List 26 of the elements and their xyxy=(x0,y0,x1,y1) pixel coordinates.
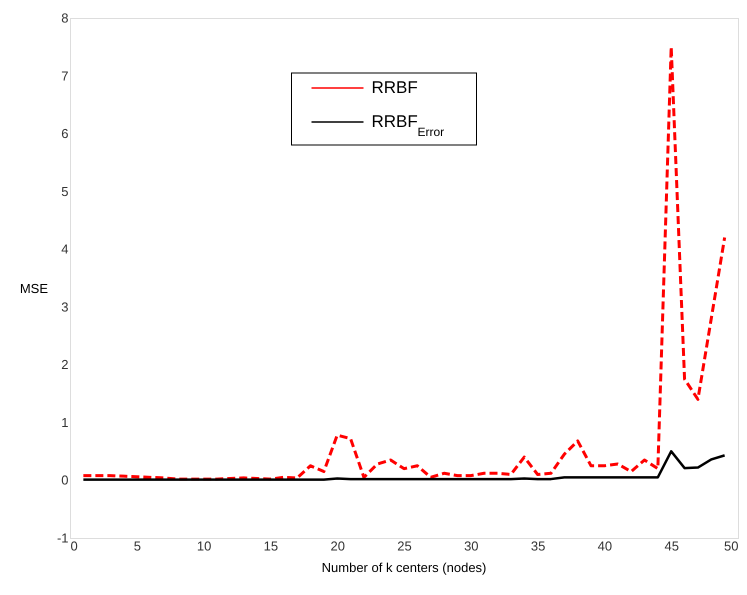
y-tick-label: 1 xyxy=(61,414,68,430)
x-tick-label: 20 xyxy=(330,538,345,554)
x-tick-label: 25 xyxy=(397,538,412,554)
legend-label: RRBF xyxy=(372,78,418,97)
x-tick-label: 45 xyxy=(664,538,679,554)
x-tick-label: 50 xyxy=(724,538,738,554)
y-tick-label: 2 xyxy=(61,357,68,372)
y-tick-label: 4 xyxy=(61,242,68,257)
y-tick-label: -1 xyxy=(56,530,68,546)
y-tick-label: 3 xyxy=(61,299,68,314)
line-series xyxy=(82,450,726,481)
y-axis-title: MSE xyxy=(20,281,48,296)
y-tick-label: 6 xyxy=(61,126,68,142)
x-tick-label: 30 xyxy=(464,538,479,554)
x-tick-label: 40 xyxy=(598,538,612,554)
x-axis-title: Number of k centers (nodes) xyxy=(322,560,486,575)
x-tick-label: 35 xyxy=(530,538,546,554)
y-tick-label: 8 xyxy=(61,10,68,26)
y-tick-label: 0 xyxy=(61,472,68,488)
line-series xyxy=(82,45,726,481)
x-tick-label: 10 xyxy=(196,538,212,554)
y-tick-label: 7 xyxy=(61,68,68,84)
x-tick-label: 0 xyxy=(70,538,78,554)
x-tick-label: 15 xyxy=(264,538,278,554)
y-tick-label: 5 xyxy=(61,184,68,199)
x-tick-label: 5 xyxy=(134,538,141,554)
